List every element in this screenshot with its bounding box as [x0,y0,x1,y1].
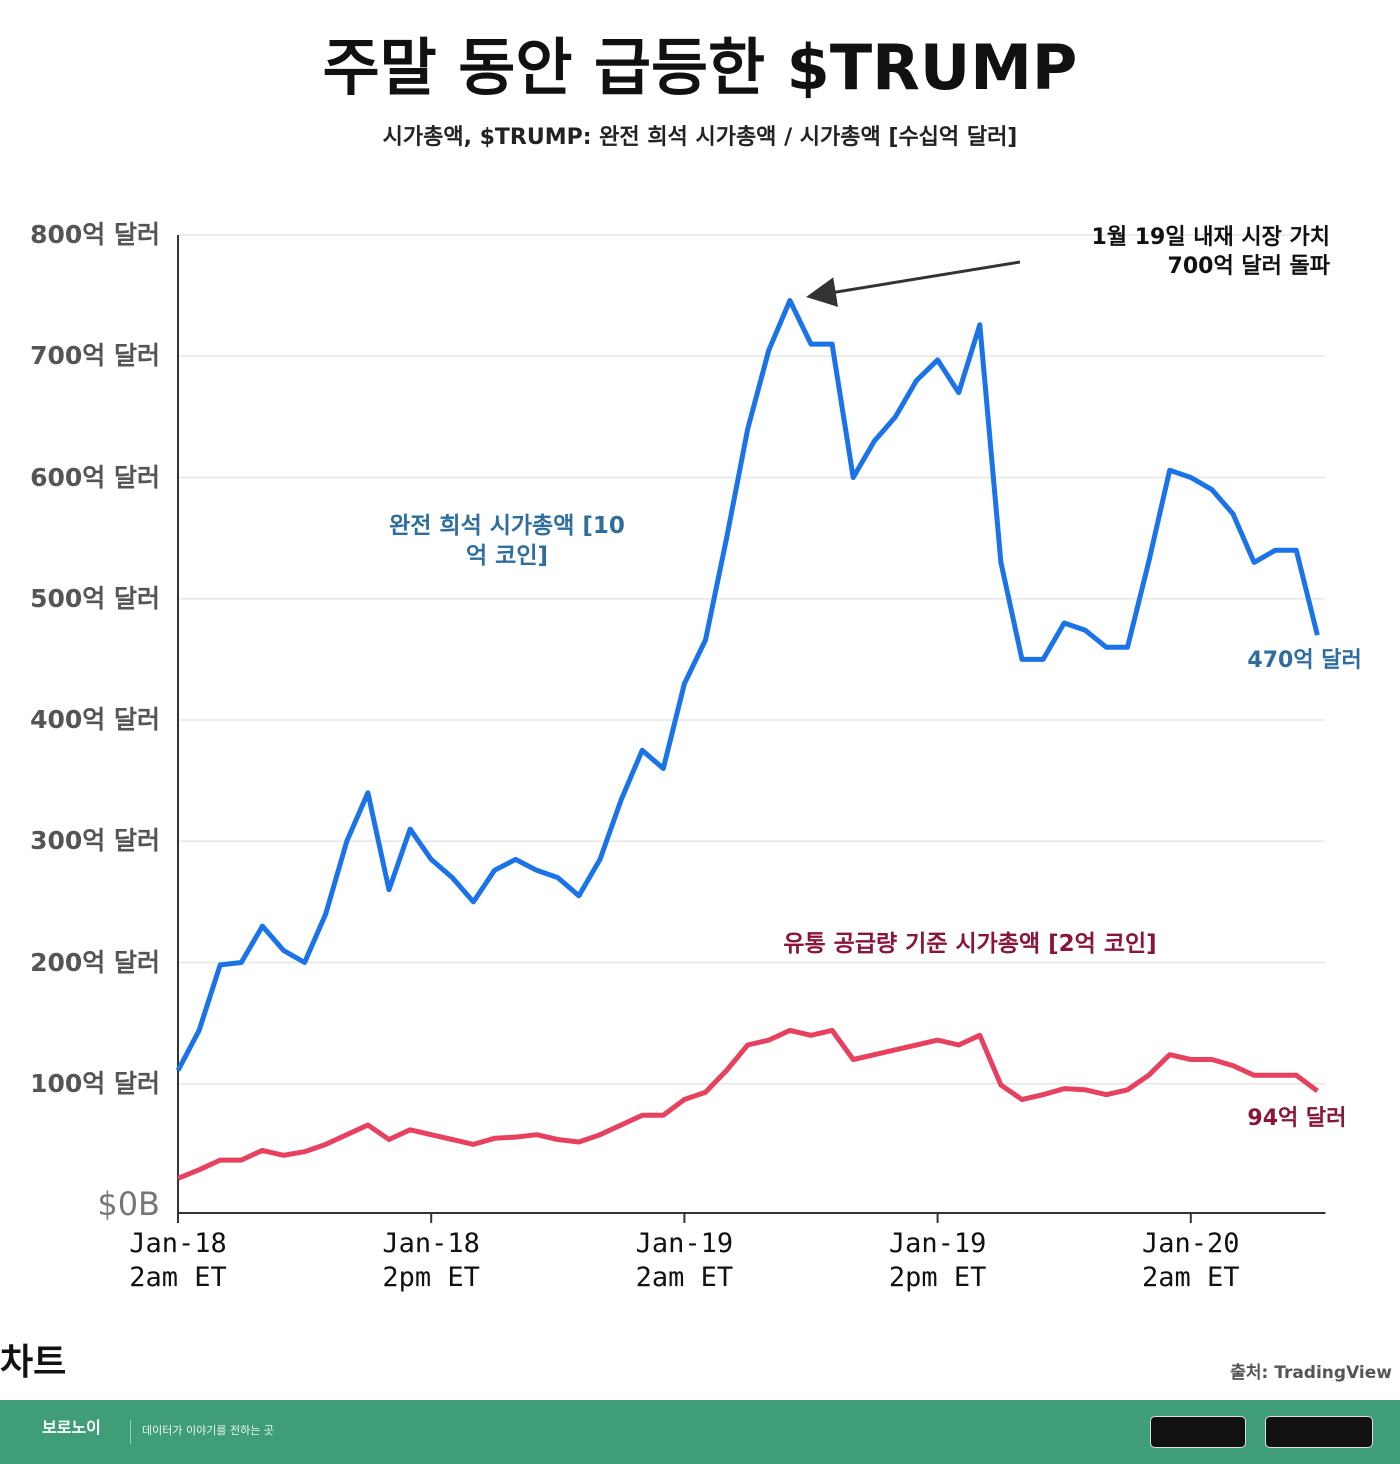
series-label: 유통 공급량 기준 시가총액 [2억 코인] [783,931,1157,957]
play-store-button[interactable] [1265,1416,1373,1448]
chart-title: 주말 동안 급등한 $TRUMP [322,31,1078,104]
x-tick-label: Jan-18 2pm ET [382,1228,480,1293]
value-label: 94억 달러 [1247,1106,1347,1132]
series-label: 완전 희석 시가총액 [10 억 코인] [389,513,625,569]
y-tick-label: 500억 달러 [30,583,160,613]
divider [130,1420,131,1444]
x-tick-label: Jan-19 2pm ET [888,1228,987,1293]
annotation: 1월 19일 내재 시장 가치 700억 달러 돌파 [1091,225,1330,279]
annotation-arrow [806,260,1021,307]
app-store-button[interactable] [1150,1416,1246,1448]
footer: 보로노이 데이터가 이야기를 전하는 곳 [0,1400,1400,1464]
value-label: 470억 달러 [1247,648,1362,674]
y-tick-label: 400억 달러 [30,704,160,734]
y-tick-label: 800억 달러 [30,219,160,249]
y-tick-label: 200억 달러 [30,947,160,977]
x-tick-label: Jan-19 2am ET [635,1228,734,1293]
tagline: 데이터가 이야기를 전하는 곳 [142,1424,274,1437]
y-tick-label: $0B [97,1185,160,1224]
brand: 보로노이 [42,1418,101,1437]
chart [175,234,1326,1223]
chart-subtitle: 시가총액, $TRUMP: 완전 희석 시가총액 / 시가총액 [수십억 달러] [382,125,1018,150]
y-tick-label: 300억 달러 [30,826,160,855]
y-tick-label: 700억 달러 [30,341,160,370]
x-tick-label: Jan-20 2am ET [1142,1228,1240,1293]
y-tick-label: 600억 달러 [30,462,160,492]
series-line [175,298,1320,1072]
x-tick-label: Jan-18 2am ET [129,1228,227,1293]
series-line [177,1027,1319,1181]
source: 출처: TradingView [1230,1363,1392,1383]
section-label: 차트 [0,1342,67,1383]
y-tick-label: 100억 달러 [30,1068,160,1098]
